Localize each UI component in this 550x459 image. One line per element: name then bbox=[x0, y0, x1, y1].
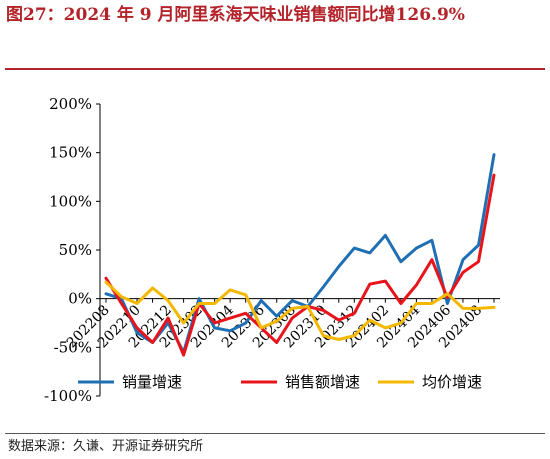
line-chart: -100% -50% 0% 50% 100% 150% 200% 2022082022102… bbox=[44, 95, 500, 405]
series-layer bbox=[104, 153, 496, 357]
y-tick-label: -50% bbox=[54, 338, 92, 356]
y-tick-label: 150% bbox=[49, 144, 92, 162]
legend-label: 均价增速 bbox=[422, 373, 482, 391]
y-tick-label: 0% bbox=[68, 290, 92, 308]
footer-divider bbox=[5, 433, 545, 434]
x-axis: 2022082022102022122023022023042023062023… bbox=[64, 298, 500, 351]
series-line-3 bbox=[104, 280, 496, 341]
legend-label: 销量增速 bbox=[122, 373, 182, 391]
y-tick-label: 200% bbox=[49, 95, 92, 113]
legend: 销量增速 销售额增速 均价增速 bbox=[78, 373, 482, 391]
title-divider bbox=[5, 68, 545, 70]
source-note: 数据来源：久谦、开源证券研究所 bbox=[8, 439, 204, 454]
series-line-2 bbox=[104, 173, 496, 357]
y-axis: -100% -50% 0% 50% 100% 150% 200% bbox=[44, 95, 101, 405]
y-tick-label: -100% bbox=[44, 387, 92, 405]
y-tick-label: 50% bbox=[59, 241, 92, 259]
chart-title: 图27：2024 年 9 月阿里系海天味业销售额同比增126.9% bbox=[6, 5, 465, 25]
legend-label: 销售额增速 bbox=[285, 373, 360, 391]
y-tick-label: 100% bbox=[49, 192, 92, 210]
